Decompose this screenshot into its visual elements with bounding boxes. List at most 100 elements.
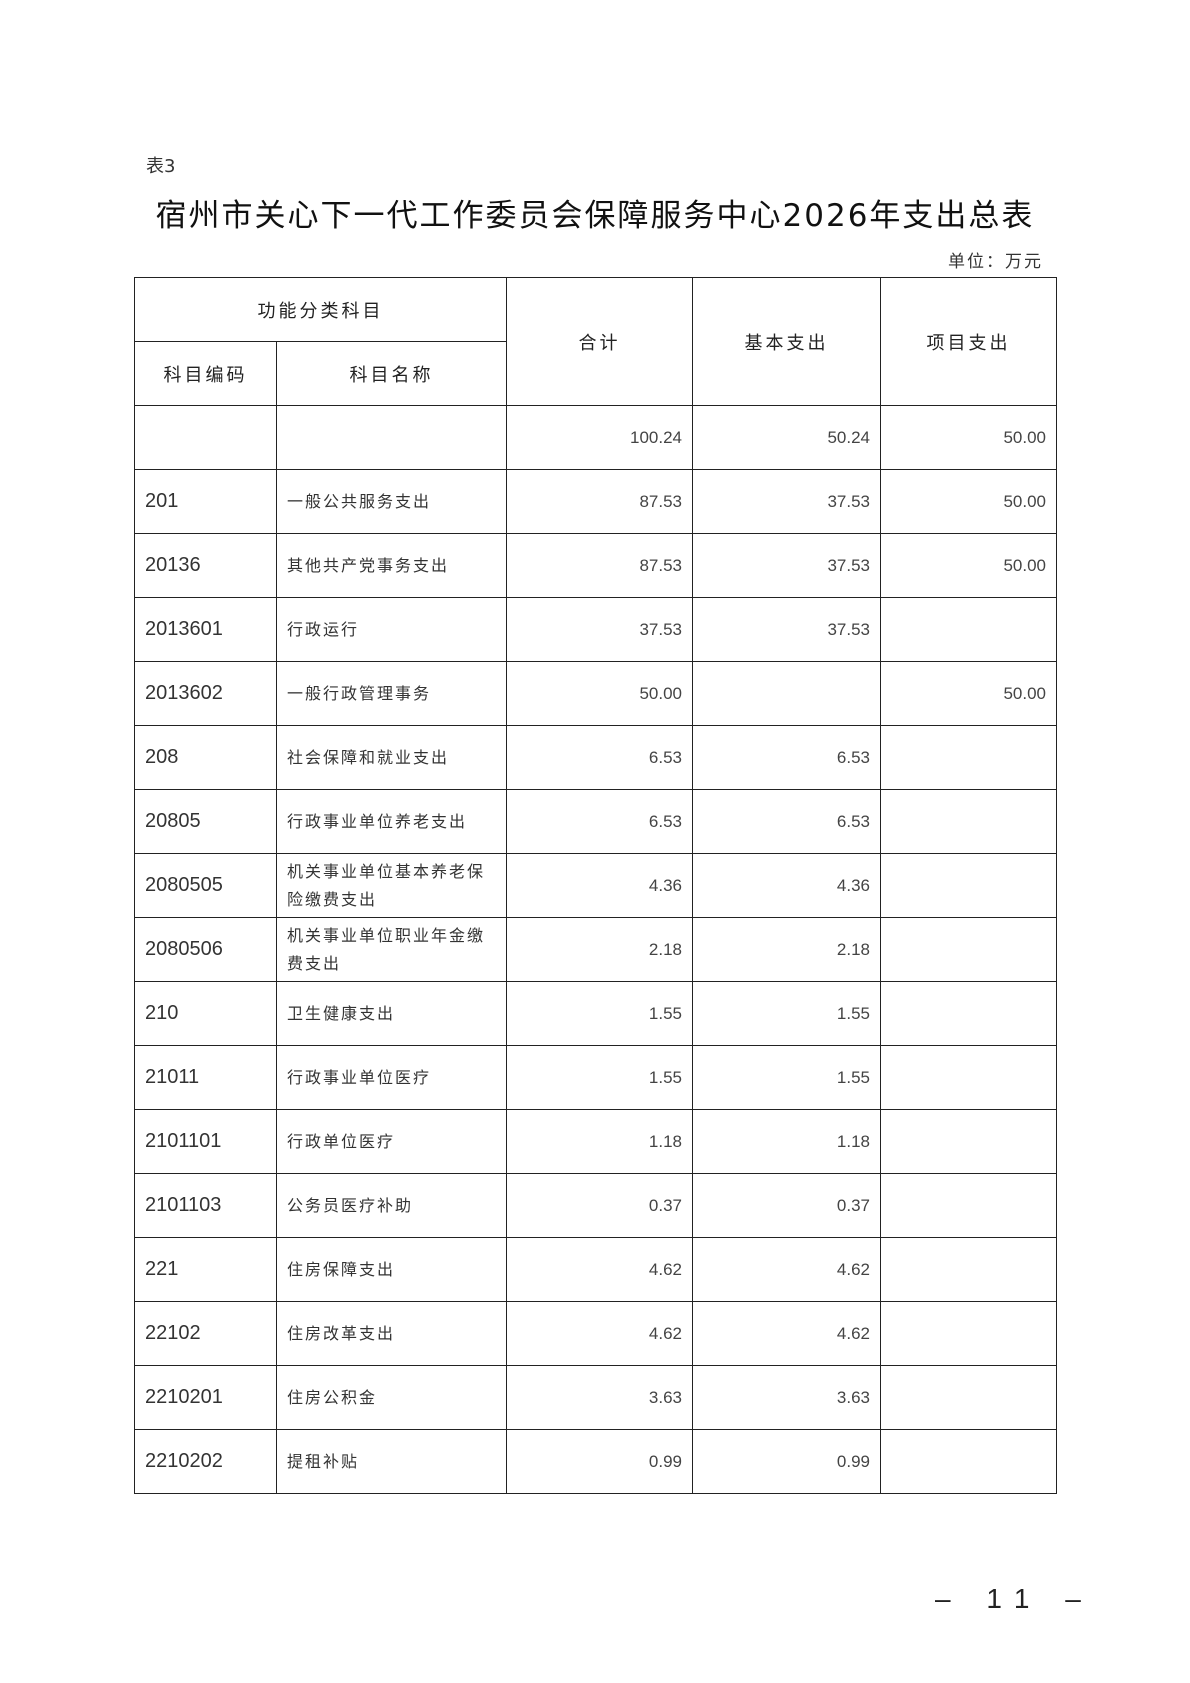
cell-code: 2210201: [134, 1365, 277, 1430]
header-project: 项目支出: [880, 277, 1057, 406]
table-row: 208 社会保障和就业支出 6.53 6.53: [134, 725, 1057, 790]
cell-project: [880, 1173, 1057, 1238]
table-row: 2101101 行政单位医疗 1.18 1.18: [134, 1109, 1057, 1174]
cell-code: 210: [134, 981, 277, 1046]
header-code: 科目编码: [134, 341, 277, 406]
unit-label: 单位：万元: [948, 252, 1043, 272]
table-row: 2210201 住房公积金 3.63 3.63: [134, 1365, 1057, 1430]
cell-project: [880, 1045, 1057, 1110]
header-total: 合计: [506, 277, 693, 406]
table-label: 表3: [146, 156, 176, 177]
cell-project: [880, 853, 1057, 918]
cell-code: 2013601: [134, 597, 277, 662]
cell-project: [880, 597, 1057, 662]
cell-total: 87.53: [506, 533, 693, 598]
cell-total: 6.53: [506, 789, 693, 854]
cell-project: [880, 1301, 1057, 1366]
header-name: 科目名称: [276, 341, 507, 406]
cell-project: [880, 1237, 1057, 1302]
cell-total: 0.99: [506, 1429, 693, 1494]
cell-code: 22102: [134, 1301, 277, 1366]
cell-basic: 1.18: [692, 1109, 881, 1174]
cell-basic: 1.55: [692, 1045, 881, 1110]
table-row: 201 一般公共服务支出 87.53 37.53 50.00: [134, 469, 1057, 534]
cell-name: [276, 405, 507, 470]
page-number: – 11 –: [935, 1583, 1095, 1614]
cell-code: 2080505: [134, 853, 277, 918]
cell-project: 50.00: [880, 661, 1057, 726]
table-row: 2080505 机关事业单位基本养老保险缴费支出 4.36 4.36: [134, 853, 1057, 918]
cell-code: 2210202: [134, 1429, 277, 1494]
cell-code: 201: [134, 469, 277, 534]
cell-total: 4.62: [506, 1301, 693, 1366]
cell-name: 机关事业单位基本养老保险缴费支出: [276, 853, 507, 918]
cell-name: 提租补贴: [276, 1429, 507, 1494]
cell-basic: 3.63: [692, 1365, 881, 1430]
cell-basic: 1.55: [692, 981, 881, 1046]
table-row: 2013601 行政运行 37.53 37.53: [134, 597, 1057, 662]
cell-project: [880, 789, 1057, 854]
cell-code: 221: [134, 1237, 277, 1302]
cell-name: 行政单位医疗: [276, 1109, 507, 1174]
cell-total: 6.53: [506, 725, 693, 790]
cell-name: 行政事业单位医疗: [276, 1045, 507, 1110]
cell-code: 2013602: [134, 661, 277, 726]
cell-basic: 0.37: [692, 1173, 881, 1238]
cell-basic: 2.18: [692, 917, 881, 982]
cell-name: 其他共产党事务支出: [276, 533, 507, 598]
cell-name: 行政事业单位养老支出: [276, 789, 507, 854]
table-row: 2080506 机关事业单位职业年金缴费支出 2.18 2.18: [134, 917, 1057, 982]
table-row: 22102 住房改革支出 4.62 4.62: [134, 1301, 1057, 1366]
cell-code: 2101103: [134, 1173, 277, 1238]
cell-basic: 4.62: [692, 1301, 881, 1366]
cell-total: 4.62: [506, 1237, 693, 1302]
cell-basic: 50.24: [692, 405, 881, 470]
cell-project: [880, 981, 1057, 1046]
cell-name: 住房改革支出: [276, 1301, 507, 1366]
cell-project: [880, 1109, 1057, 1174]
table-row: 2101103 公务员医疗补助 0.37 0.37: [134, 1173, 1057, 1238]
cell-basic: 4.62: [692, 1237, 881, 1302]
cell-basic: 6.53: [692, 789, 881, 854]
cell-project: [880, 725, 1057, 790]
cell-code: 2080506: [134, 917, 277, 982]
cell-project: [880, 1365, 1057, 1430]
cell-code: 20136: [134, 533, 277, 598]
cell-basic: 4.36: [692, 853, 881, 918]
cell-basic: 37.53: [692, 533, 881, 598]
header-basic: 基本支出: [692, 277, 881, 406]
cell-name: 卫生健康支出: [276, 981, 507, 1046]
table-row: 20805 行政事业单位养老支出 6.53 6.53: [134, 789, 1057, 854]
cell-project: 50.00: [880, 469, 1057, 534]
cell-total: 4.36: [506, 853, 693, 918]
cell-basic: 37.53: [692, 597, 881, 662]
cell-name: 社会保障和就业支出: [276, 725, 507, 790]
cell-total: 1.55: [506, 981, 693, 1046]
page-title: 宿州市关心下一代工作委员会保障服务中心2026年支出总表: [155, 198, 1035, 234]
table-row: 21011 行政事业单位医疗 1.55 1.55: [134, 1045, 1057, 1110]
table-row: 2210202 提租补贴 0.99 0.99: [134, 1429, 1057, 1494]
cell-name: 公务员医疗补助: [276, 1173, 507, 1238]
table-row: 100.24 50.24 50.00: [134, 405, 1057, 470]
cell-total: 3.63: [506, 1365, 693, 1430]
cell-name: 一般行政管理事务: [276, 661, 507, 726]
cell-code: 208: [134, 725, 277, 790]
table-row: 2013602 一般行政管理事务 50.00 50.00: [134, 661, 1057, 726]
cell-name: 住房公积金: [276, 1365, 507, 1430]
cell-total: 1.55: [506, 1045, 693, 1110]
cell-code: [134, 405, 277, 470]
expenditure-table: 功能分类科目 合计 基本支出 项目支出 科目编码 科目名称 100.24 50.2…: [134, 277, 1057, 1494]
table-row: 221 住房保障支出 4.62 4.62: [134, 1237, 1057, 1302]
cell-total: 1.18: [506, 1109, 693, 1174]
cell-total: 50.00: [506, 661, 693, 726]
cell-total: 87.53: [506, 469, 693, 534]
cell-total: 100.24: [506, 405, 693, 470]
cell-project: [880, 1429, 1057, 1494]
cell-total: 0.37: [506, 1173, 693, 1238]
cell-basic: 0.99: [692, 1429, 881, 1494]
cell-name: 住房保障支出: [276, 1237, 507, 1302]
cell-basic: [692, 661, 881, 726]
cell-name: 机关事业单位职业年金缴费支出: [276, 917, 507, 982]
cell-code: 20805: [134, 789, 277, 854]
